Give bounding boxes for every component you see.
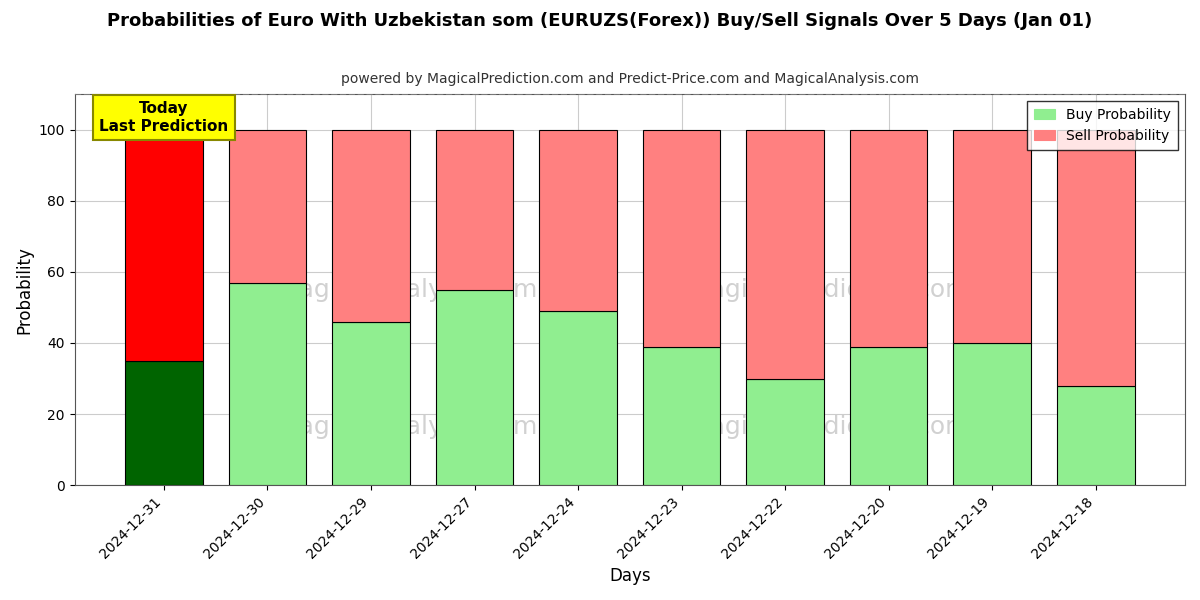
Bar bbox=[539, 130, 617, 311]
Bar bbox=[850, 130, 928, 347]
Text: Probabilities of Euro With Uzbekistan som (EURUZS(Forex)) Buy/Sell Signals Over : Probabilities of Euro With Uzbekistan so… bbox=[107, 12, 1093, 30]
Bar bbox=[436, 130, 514, 290]
Bar bbox=[125, 361, 203, 485]
Title: powered by MagicalPrediction.com and Predict-Price.com and MagicalAnalysis.com: powered by MagicalPrediction.com and Pre… bbox=[341, 72, 919, 86]
Bar bbox=[229, 130, 306, 283]
Bar bbox=[436, 290, 514, 485]
Text: MagicalPrediction.com: MagicalPrediction.com bbox=[689, 415, 971, 439]
Bar bbox=[746, 379, 824, 485]
Legend: Buy Probability, Sell Probability: Buy Probability, Sell Probability bbox=[1027, 101, 1178, 150]
Text: MagicalAnalysis.com: MagicalAnalysis.com bbox=[277, 415, 538, 439]
Bar bbox=[953, 130, 1031, 343]
Bar bbox=[746, 130, 824, 379]
Text: Today
Last Prediction: Today Last Prediction bbox=[100, 101, 228, 134]
Bar bbox=[1057, 130, 1134, 386]
Bar bbox=[850, 347, 928, 485]
Y-axis label: Probability: Probability bbox=[16, 246, 34, 334]
Bar bbox=[125, 130, 203, 361]
X-axis label: Days: Days bbox=[610, 567, 650, 585]
Bar bbox=[1057, 386, 1134, 485]
Bar bbox=[953, 343, 1031, 485]
Bar bbox=[539, 311, 617, 485]
Text: MagicalAnalysis.com: MagicalAnalysis.com bbox=[277, 278, 538, 302]
Text: MagicalPrediction.com: MagicalPrediction.com bbox=[689, 278, 971, 302]
Bar bbox=[332, 130, 410, 322]
Bar bbox=[332, 322, 410, 485]
Bar bbox=[643, 347, 720, 485]
Bar bbox=[229, 283, 306, 485]
Bar bbox=[643, 130, 720, 347]
